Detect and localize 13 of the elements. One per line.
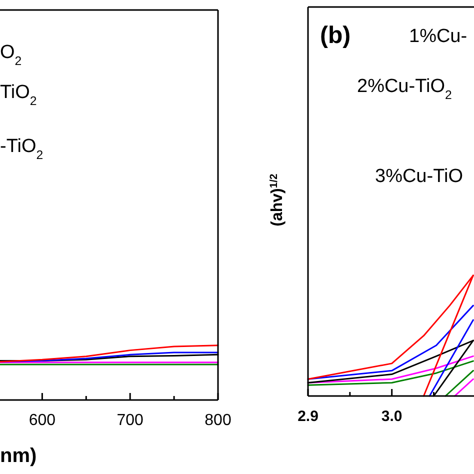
text: O$_{2}$	[0, 42, 22, 68]
x-tick-label: 700	[116, 412, 144, 429]
text: 1%Cu-	[409, 26, 468, 47]
x-tick-label: 800	[204, 412, 232, 429]
x-axis-title: nm)	[0, 445, 37, 467]
chart-title: (b)	[320, 22, 351, 49]
x-tick-label: 600	[28, 412, 56, 429]
text: 3%Cu-TiO	[375, 166, 463, 187]
text: TiO$_{2}$	[0, 82, 37, 108]
text: -TiO$_{2}$	[0, 136, 44, 162]
x-tick-label: 2.9	[298, 408, 318, 425]
x-tick-label: 3.0	[381, 408, 402, 425]
text: 2%Cu-TiO$_{2}$	[357, 76, 452, 102]
